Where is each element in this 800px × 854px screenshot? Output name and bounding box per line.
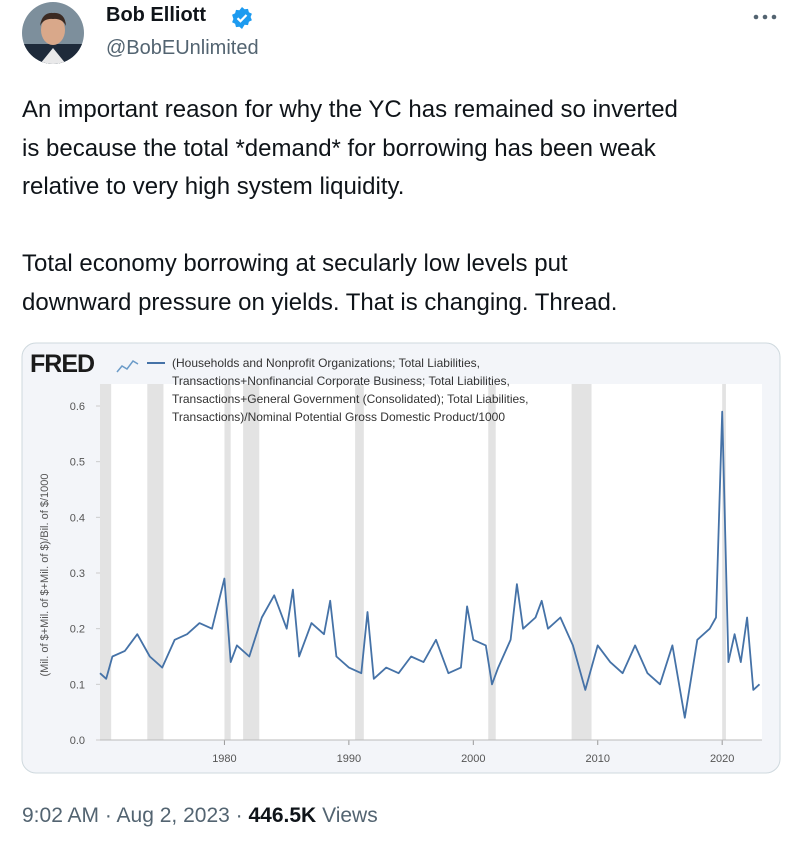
x-tick-label: 2010 [586,753,610,765]
x-tick-label: 1990 [337,753,361,765]
data-line [99,410,761,719]
y-tick-label: 0.3 [70,568,85,580]
recession-band [722,384,726,740]
recession-band [224,384,231,740]
y-tick-label: 0.6 [70,401,85,413]
recession-band [355,384,364,740]
avatar[interactable] [22,2,84,64]
author-handle[interactable]: @BobEUnlimited [106,37,259,59]
body-line: relative to very high system liquidity. [22,173,405,200]
fred-icon [116,360,139,373]
legend-text: Transactions+Nonfinancial Corporate Busi… [172,374,510,388]
x-tick-label: 2000 [461,753,485,765]
recession-band [488,384,496,740]
recession-band [571,384,592,740]
recession-band [100,384,112,740]
legend-text: Transactions)/Nominal Potential Gross Do… [172,410,505,424]
recession-band [147,384,164,740]
body-line: Total economy borrowing at secularly low… [22,250,568,277]
y-tick-label: 0.4 [70,512,85,524]
author-name[interactable]: Bob Elliott [106,4,206,26]
y-tick-label: 0.0 [70,735,85,747]
x-tick-label: 1980 [212,753,236,765]
body-line: An important reason for why the YC has r… [22,96,678,123]
body-line: is because the total *demand* for borrow… [22,134,656,162]
y-tick-label: 0.2 [70,624,85,636]
y-tick-label: 0.1 [70,679,85,691]
views-label: Views [322,804,378,827]
legend-text: (Households and Nonprofit Organizations;… [172,356,480,370]
y-tick-label: 0.5 [70,457,85,469]
views-count: 446.5K [248,804,317,827]
y-axis-label: (Mil. of $+Mil. of $+Mil. of $)/Bil. of … [39,474,51,677]
timestamp[interactable]: 9:02 AM · Aug 2, 2023 · [22,804,243,827]
verified-badge [232,7,252,29]
recession-band [243,384,260,740]
body-line: downward pressure on yields. That is cha… [22,288,618,316]
legend-text: Transactions+General Government (Consoli… [172,392,529,406]
more-button[interactable] [752,12,778,22]
tweet-footer: 9:02 AM · Aug 2, 2023 · 446.5K Views [22,804,378,828]
fred-logo: FRED [30,350,94,378]
plot-area [100,384,762,740]
x-tick-label: 2020 [710,753,734,765]
